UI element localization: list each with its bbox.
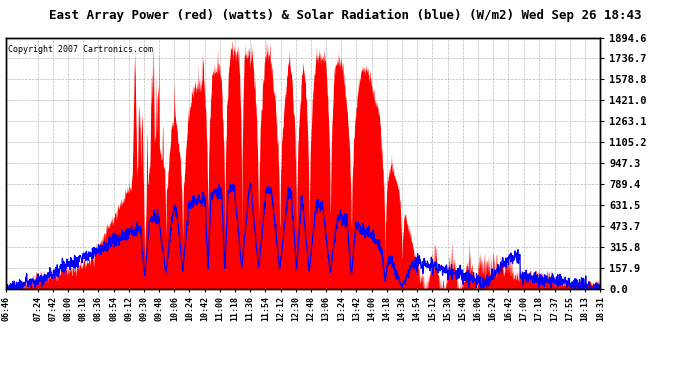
Text: Copyright 2007 Cartronics.com: Copyright 2007 Cartronics.com (8, 45, 153, 54)
Text: East Array Power (red) (watts) & Solar Radiation (blue) (W/m2) Wed Sep 26 18:43: East Array Power (red) (watts) & Solar R… (49, 9, 641, 22)
